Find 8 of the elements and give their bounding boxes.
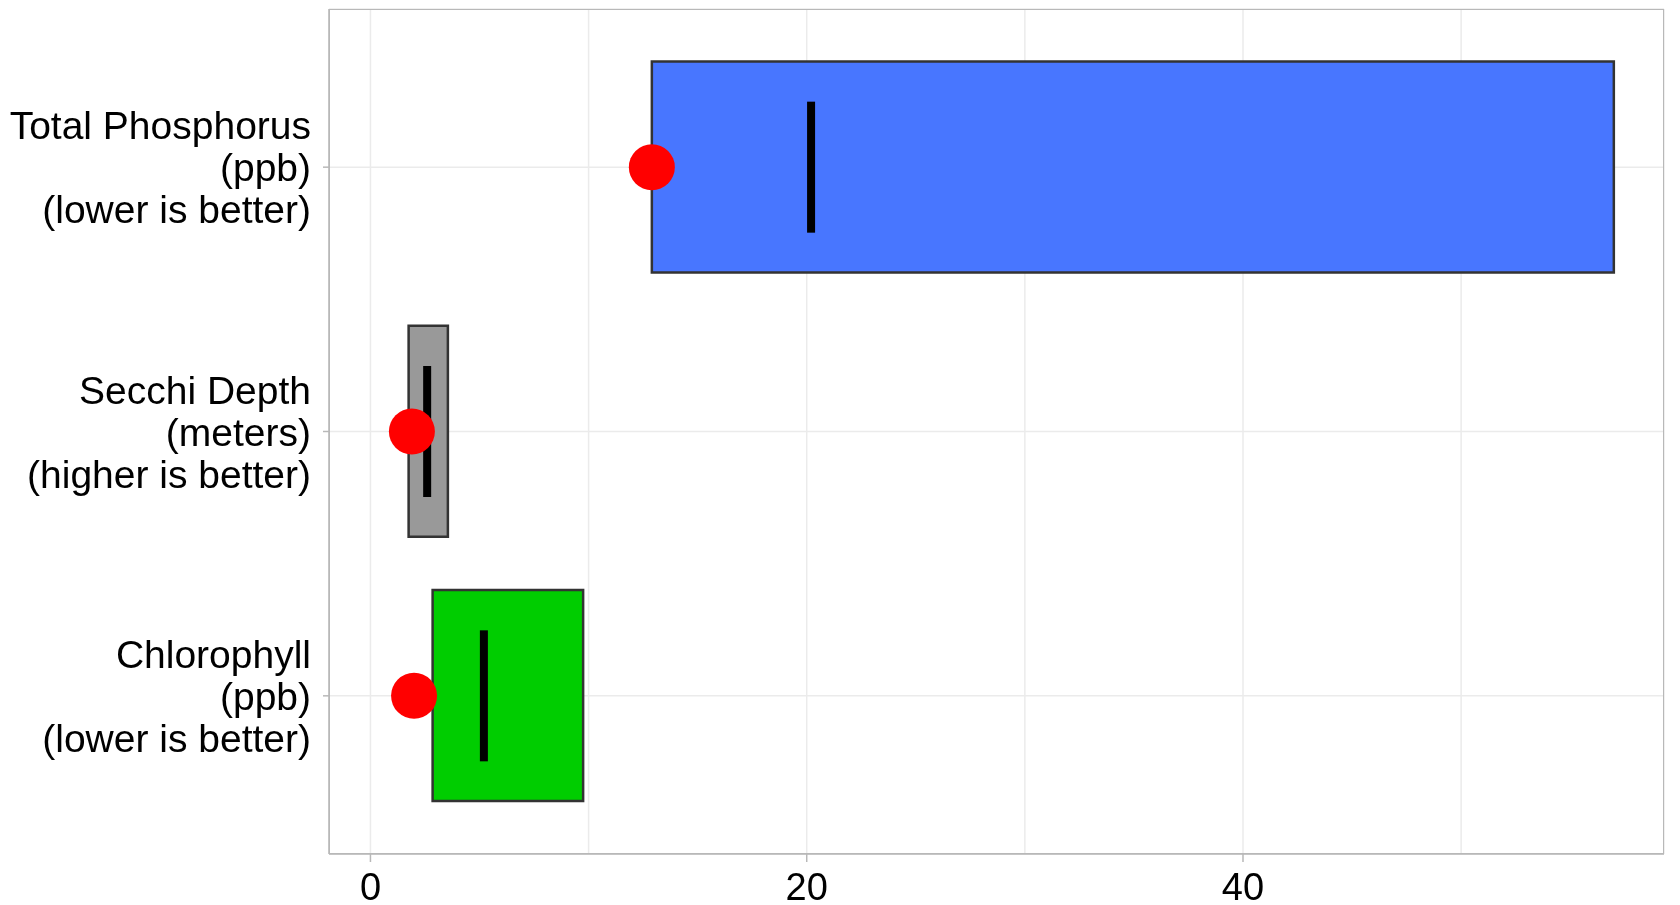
bar bbox=[650, 60, 1616, 274]
y-tick-label: Secchi Depth (meters) (higher is better) bbox=[27, 368, 311, 496]
y-tick-label: Total Phosphorus (ppb) (lower is better) bbox=[9, 104, 311, 232]
x-tick-label: 40 bbox=[1221, 866, 1265, 905]
y-tick-label: Chlorophyll (ppb) (lower is better) bbox=[42, 632, 311, 760]
x-tick-label: 20 bbox=[785, 866, 828, 905]
x-tick-label: 0 bbox=[359, 866, 382, 905]
bar bbox=[431, 588, 585, 803]
